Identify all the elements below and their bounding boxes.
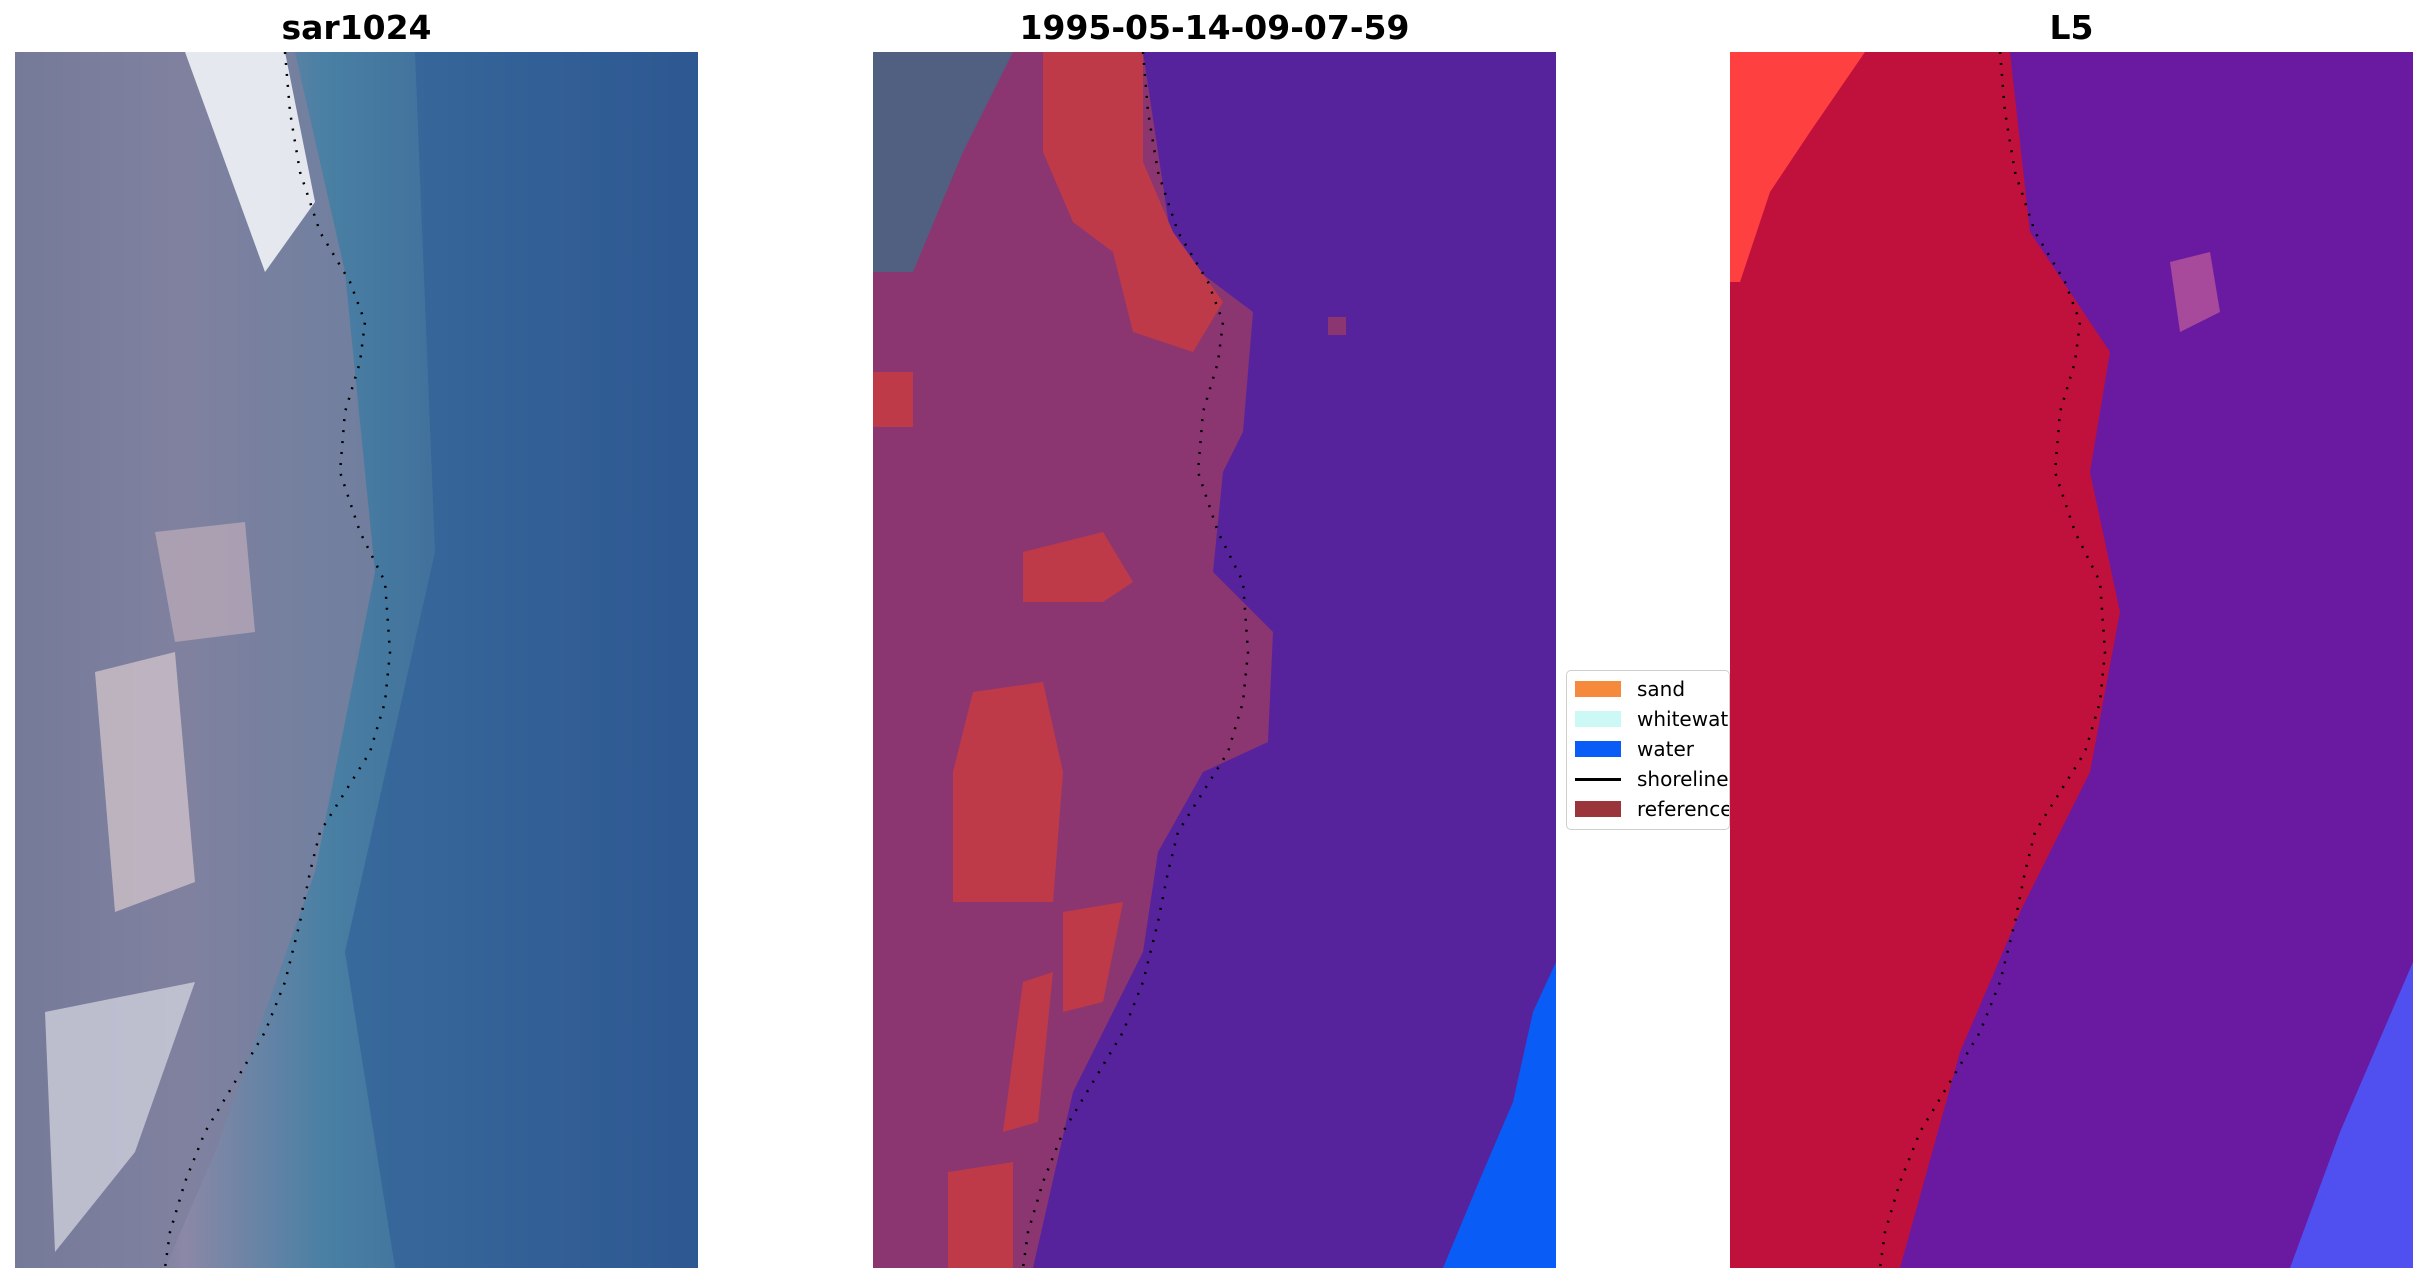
legend-item-reference: reference — [1575, 797, 1730, 821]
sand-swatch-icon — [1575, 681, 1621, 697]
shoreline-dots — [1878, 52, 2107, 1268]
classified-image-panel — [873, 52, 1556, 1268]
shoreline-dots — [1021, 52, 1250, 1268]
reference-swatch-icon — [1575, 801, 1621, 817]
legend-label-sand: sand — [1637, 677, 1686, 701]
rgb-image — [15, 52, 698, 1268]
legend-item-whitewater: whitewater — [1575, 707, 1729, 731]
panel-title-classified: 1995-05-14-09-07-59 — [1019, 8, 1410, 47]
legend-item-sand: sand — [1575, 677, 1685, 701]
index-image — [1730, 52, 2413, 1268]
legend-label-whitewater: whitewater — [1637, 707, 1729, 731]
legend-label-reference: reference — [1637, 797, 1730, 821]
whitewater-swatch-icon — [1575, 711, 1621, 727]
panel-title-index: L5 — [2049, 8, 2094, 47]
panel-title-rgb: sar1024 — [281, 8, 432, 47]
shoreline-line-icon — [1575, 777, 1621, 781]
classified-image — [873, 52, 1556, 1268]
water-swatch-icon — [1575, 741, 1621, 757]
shoreline-dots — [163, 52, 392, 1268]
index-image-panel — [1730, 52, 2413, 1268]
legend-label-shoreline: shoreline — [1637, 767, 1729, 791]
legend: sand whitewater water shoreline referenc… — [1566, 670, 1730, 830]
legend-label-water: water — [1637, 737, 1694, 761]
rgb-image-panel — [15, 52, 698, 1268]
legend-item-water: water — [1575, 737, 1694, 761]
legend-item-shoreline: shoreline — [1575, 767, 1729, 791]
